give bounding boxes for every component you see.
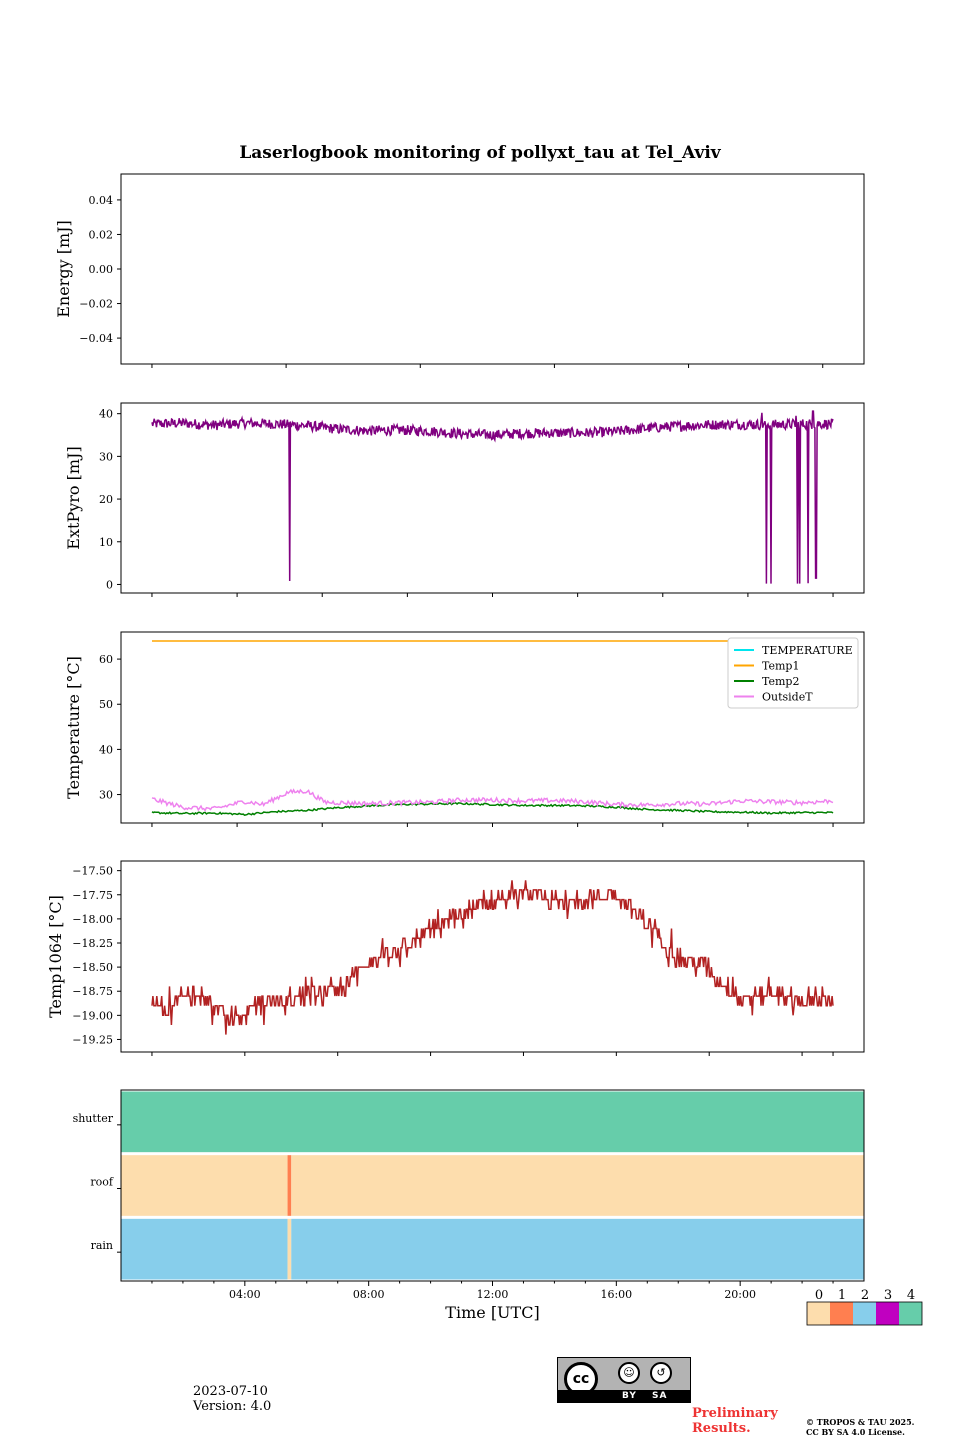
chart-panel-4: −19.25 −19.00 −18.75 −18.50 −18.25 −18.00 −17.… bbox=[46, 860, 865, 1056]
colorbar-swatch-4 bbox=[899, 1302, 922, 1325]
footer-version: Version: 4.0 bbox=[193, 1399, 272, 1414]
y-tick-label: 0.02 bbox=[89, 228, 114, 241]
y-tick-label: −17.75 bbox=[72, 889, 113, 902]
colorbar-frame bbox=[806, 1301, 923, 1326]
colorbar-label: 3 bbox=[884, 1288, 892, 1303]
y-tick-label: −18.50 bbox=[72, 961, 113, 974]
preliminary-results-label: Preliminary Results. bbox=[692, 1406, 778, 1436]
x-tick-label: 08:00 bbox=[353, 1288, 385, 1301]
copyright-line-1: © TROPOS & TAU 2025. bbox=[806, 1417, 915, 1427]
chart-panel-1: −0.04 −0.02 0.00 0.02 0.04 Energy [mJ] bbox=[54, 173, 865, 368]
series-line-0 bbox=[151, 410, 834, 584]
footer-date-version: 2023-07-10 Version: 4.0 bbox=[193, 1384, 271, 1414]
y-tick-label: 30 bbox=[99, 450, 113, 463]
y-axis-label: Temp1064 [°C] bbox=[46, 895, 65, 1018]
y-tick-label: −18.00 bbox=[72, 913, 113, 926]
y-tick-label: −18.75 bbox=[72, 985, 113, 998]
colorbar-swatch-0 bbox=[807, 1302, 830, 1325]
colorbar-swatch-1 bbox=[830, 1302, 853, 1325]
plot-frame bbox=[120, 173, 865, 365]
figure-title: Laserlogbook monitoring of pollyxt_tau a… bbox=[239, 143, 721, 163]
cc-license-badge: cc ☺ ↺ BY SA bbox=[557, 1357, 691, 1403]
x-tick-label: 16:00 bbox=[600, 1288, 632, 1301]
cc-badge-label-sa: SA bbox=[652, 1391, 668, 1401]
status-segment-rain bbox=[121, 1218, 288, 1280]
y-axis-label: ExtPyro [mJ] bbox=[64, 446, 83, 549]
y-tick-label: 50 bbox=[99, 698, 113, 711]
y-tick-label: 0.00 bbox=[89, 263, 114, 276]
colorbar-label: 0 bbox=[815, 1288, 823, 1303]
legend-label: TEMPERATURE bbox=[762, 644, 853, 657]
y-tick-label: 0.04 bbox=[89, 194, 114, 207]
legend: TEMPERATURE Temp1 Temp2 OutsideT bbox=[727, 637, 859, 709]
colorbar-swatch-2 bbox=[853, 1302, 876, 1325]
share-alike-icon: ↺ bbox=[650, 1362, 672, 1384]
y-tick-label: 30 bbox=[99, 789, 113, 802]
row-label-shutter: shutter bbox=[73, 1112, 114, 1125]
cc-badge-bar: BY SA bbox=[558, 1390, 690, 1402]
x-tick-label: 12:00 bbox=[477, 1288, 509, 1301]
series-line-outsidet bbox=[151, 788, 834, 812]
footer-date: 2023-07-10 bbox=[193, 1384, 268, 1399]
colorbar-swatch-3 bbox=[876, 1302, 899, 1325]
chart-panel-3: 30 40 50 60 Temperature [°C] TEMPERATURE Temp1… bbox=[64, 631, 865, 827]
y-tick-label: −19.00 bbox=[72, 1009, 113, 1022]
chart-panel-5: shutter roof rain 04:00 08:00 12:00 16:00 20:00… bbox=[73, 1089, 865, 1322]
colorbar-label: 1 bbox=[838, 1288, 846, 1303]
series-line-temp2 bbox=[151, 801, 834, 817]
copyright-line-2: CC BY SA 4.0 License. bbox=[806, 1427, 905, 1437]
series-line-0 bbox=[151, 880, 834, 1035]
status-segment-rain bbox=[291, 1218, 864, 1280]
attribution-person-icon: ☺ bbox=[618, 1362, 640, 1384]
colorbar-label: 2 bbox=[861, 1288, 869, 1303]
y-tick-label: −18.25 bbox=[72, 937, 113, 950]
row-label-rain: rain bbox=[91, 1239, 113, 1252]
status-segment-roof bbox=[291, 1155, 864, 1216]
x-tick-label: 20:00 bbox=[724, 1288, 756, 1301]
legend-label: OutsideT bbox=[762, 691, 813, 704]
cc-badge-label-by: BY bbox=[622, 1391, 637, 1401]
plot-frame bbox=[120, 631, 865, 824]
status-segment-roof bbox=[121, 1155, 288, 1216]
y-tick-label: 0 bbox=[106, 578, 113, 591]
y-tick-label: 10 bbox=[99, 536, 113, 549]
y-tick-label: 60 bbox=[99, 653, 113, 666]
legend-label: Temp2 bbox=[762, 675, 799, 688]
row-label-roof: roof bbox=[90, 1176, 114, 1189]
legend-box bbox=[727, 637, 859, 709]
status-segment-roof bbox=[287, 1155, 292, 1216]
y-tick-label: −0.04 bbox=[79, 332, 113, 345]
y-tick-label: 40 bbox=[99, 408, 113, 421]
status-segment-shutter bbox=[121, 1091, 864, 1153]
chart-panel-2: 0 10 20 30 40 ExtPyro [mJ] bbox=[64, 402, 865, 597]
x-tick-label: 04:00 bbox=[229, 1288, 261, 1301]
plot-frame bbox=[120, 860, 865, 1053]
y-axis-label: Energy [mJ] bbox=[54, 220, 73, 318]
y-tick-label: −17.50 bbox=[72, 865, 113, 878]
legend-label: Temp1 bbox=[762, 660, 799, 673]
status-segment-rain bbox=[287, 1218, 292, 1280]
y-tick-label: −19.25 bbox=[72, 1033, 113, 1046]
y-tick-label: 40 bbox=[99, 743, 113, 756]
plot-frame bbox=[120, 402, 865, 594]
copyright-notice: © TROPOS & TAU 2025. CC BY SA 4.0 Licens… bbox=[806, 1417, 914, 1437]
x-axis-label: Time [UTC] bbox=[445, 1303, 539, 1322]
y-tick-label: −0.02 bbox=[79, 298, 113, 311]
plot-frame bbox=[120, 1089, 865, 1282]
y-tick-label: 20 bbox=[99, 493, 113, 506]
colorbar-label: 4 bbox=[907, 1288, 915, 1303]
y-axis-label: Temperature [°C] bbox=[64, 656, 83, 799]
